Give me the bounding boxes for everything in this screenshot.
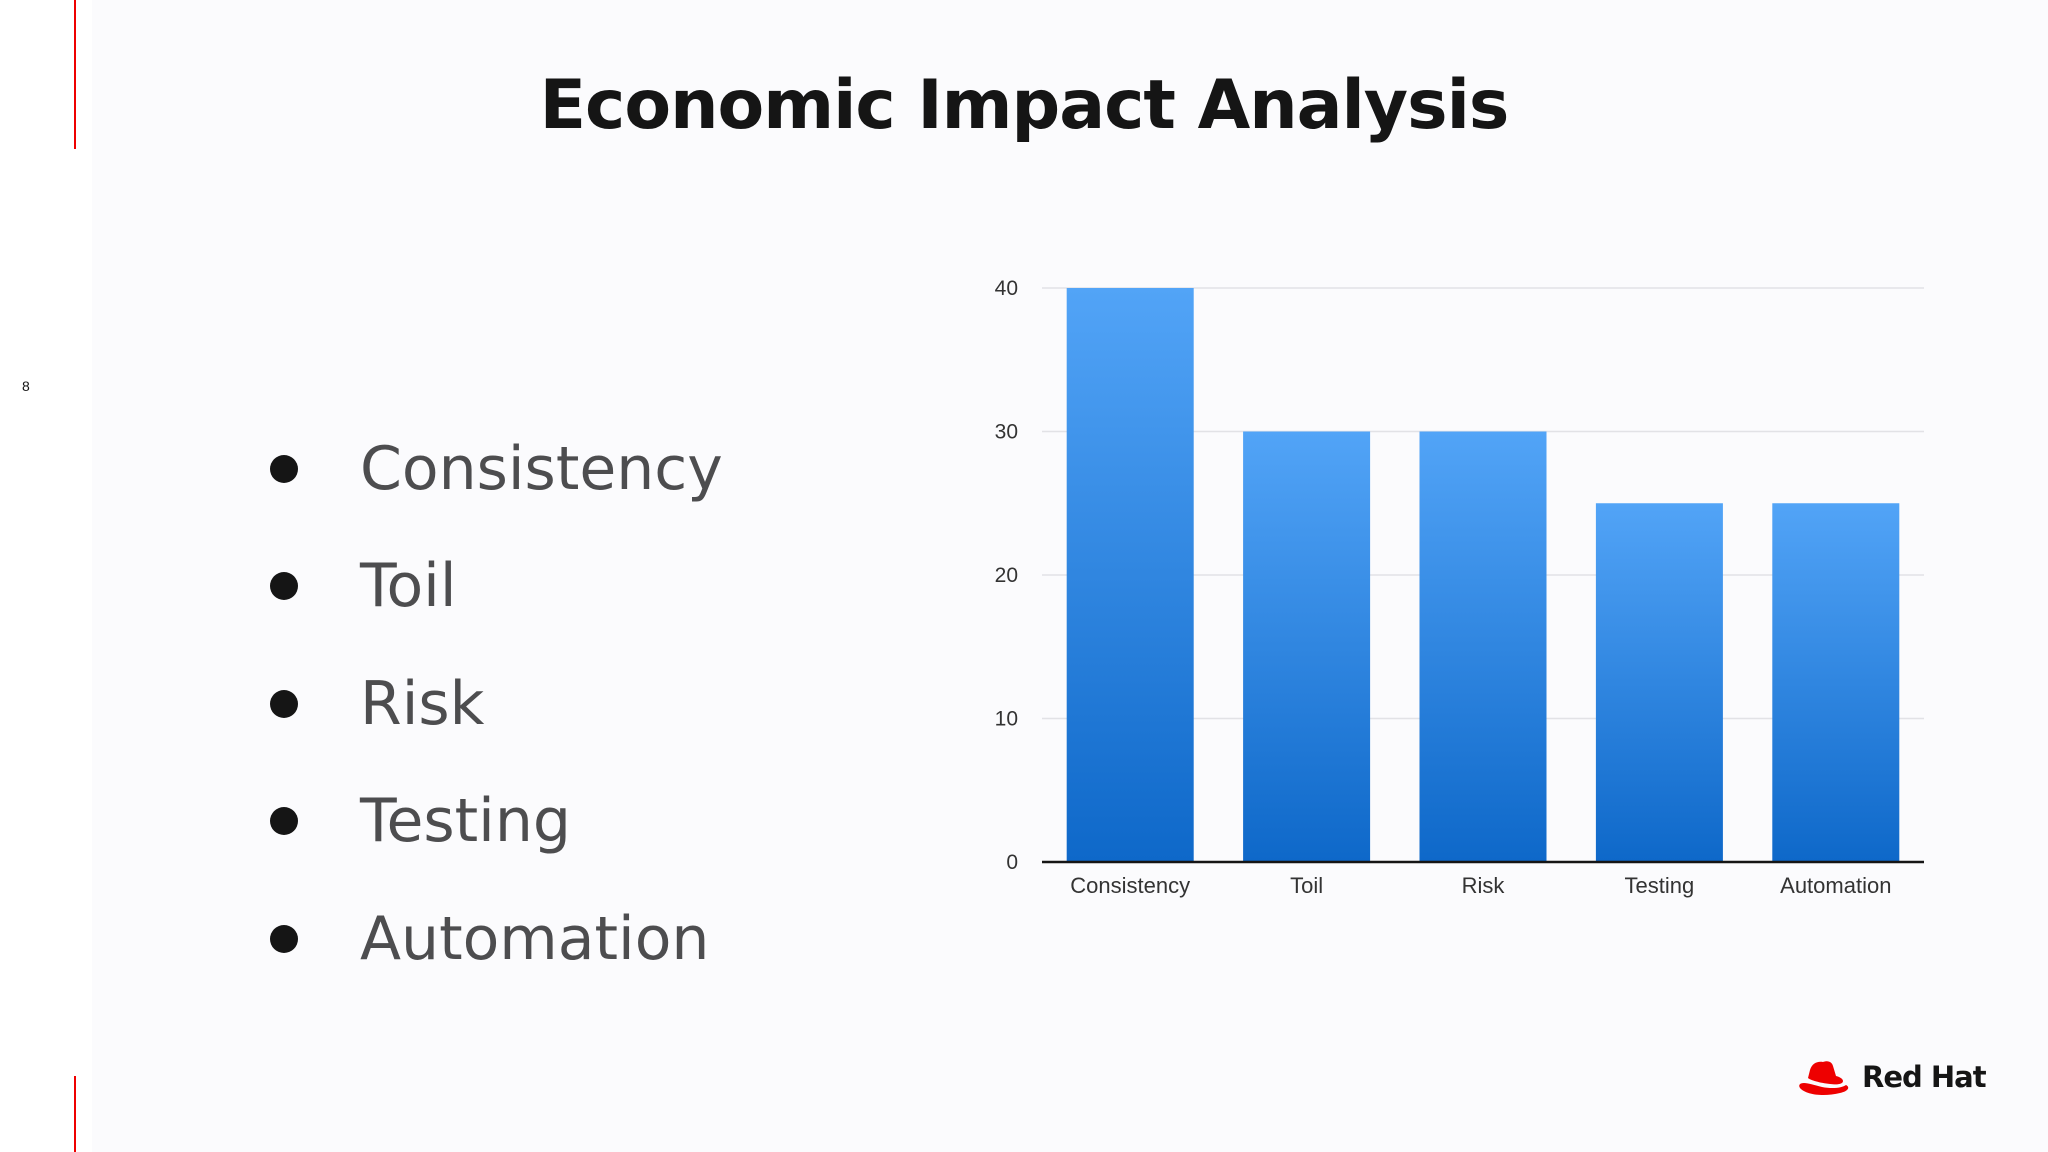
bullet-dot-icon [270, 454, 298, 483]
y-axis-ticks: 0 10 20 30 40 [995, 277, 1018, 874]
accent-line-top [74, 0, 76, 149]
x-tick-label: Toil [1290, 873, 1323, 898]
bullet-item: Consistency [270, 410, 723, 528]
bullet-item: Testing [270, 763, 723, 881]
x-tick-label: Consistency [1070, 873, 1190, 898]
bar-testing [1595, 503, 1723, 862]
bullet-item: Toil [270, 528, 723, 646]
bars [1066, 288, 1900, 862]
bar-automation [1772, 503, 1900, 862]
bullet-text: Testing [360, 786, 571, 857]
bullet-text: Automation [360, 903, 710, 974]
bullet-dot-icon [270, 807, 298, 836]
bullet-list: Consistency Toil Risk Testing Automation [270, 410, 723, 998]
bar-toil [1243, 431, 1371, 862]
bullet-text: Toil [360, 551, 457, 622]
y-tick-label: 0 [1006, 851, 1018, 874]
y-tick-label: 40 [995, 277, 1018, 300]
x-tick-label: Automation [1780, 873, 1891, 898]
bar-consistency [1066, 288, 1194, 862]
bullet-item: Automation [270, 880, 723, 998]
y-tick-label: 30 [995, 421, 1018, 444]
x-tick-label: Testing [1625, 873, 1695, 898]
left-margin-strip [0, 0, 92, 1152]
bullet-text: Consistency [360, 433, 723, 504]
page-number: 8 [22, 378, 30, 394]
bullet-item: Risk [270, 645, 723, 763]
y-tick-label: 20 [995, 564, 1018, 587]
x-tick-label: Risk [1462, 873, 1506, 898]
bullet-dot-icon [270, 924, 298, 953]
logo-text: Red Hat [1862, 1060, 1987, 1094]
accent-line-bottom [74, 1076, 76, 1152]
bullet-text: Risk [360, 668, 485, 739]
x-axis-ticks: Consistency Toil Risk Testing Automation [1070, 873, 1891, 898]
red-hat-icon [1799, 1061, 1849, 1096]
bar-chart: 0 10 20 30 40 Consistency Toil Risk Testing Auto… [995, 277, 1924, 898]
y-tick-label: 10 [995, 708, 1018, 731]
bar-risk [1419, 431, 1547, 862]
red-hat-logo: Red Hat [1796, 1056, 1987, 1098]
slide-title: Economic Impact Analysis [539, 66, 1510, 145]
bullet-dot-icon [270, 572, 298, 601]
bullet-dot-icon [270, 689, 298, 718]
